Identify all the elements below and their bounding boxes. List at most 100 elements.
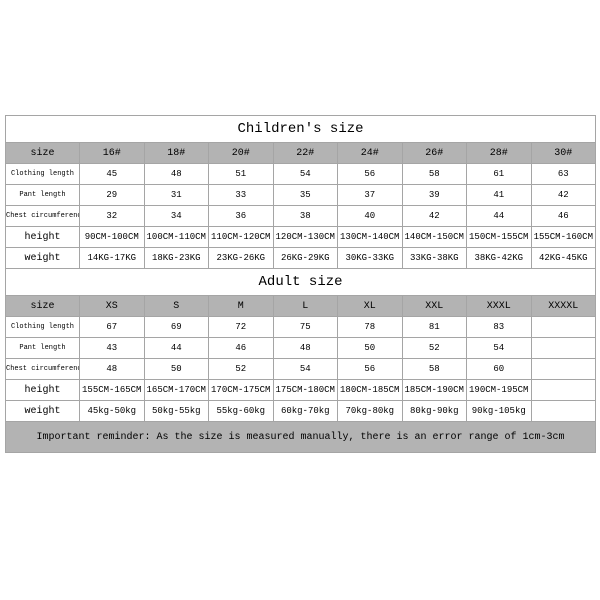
adult-cloth-4: 78 — [338, 317, 403, 338]
adult-cloth-2: 72 — [209, 317, 274, 338]
child-size-7: 30# — [531, 143, 596, 164]
adult-weight-0: 45kg-50kg — [80, 401, 145, 422]
child-chest-6: 44 — [467, 206, 532, 227]
adult-height-4: 180CM-185CM — [338, 380, 403, 401]
child-chest-1: 34 — [144, 206, 209, 227]
adult-chest-6: 60 — [467, 359, 532, 380]
row-label-height: height — [6, 227, 80, 248]
adult-chest-0: 48 — [80, 359, 145, 380]
child-chest-7: 46 — [531, 206, 596, 227]
adult-chest-7 — [531, 359, 596, 380]
row-label-pant: Pant length — [6, 185, 80, 206]
row-label-weight: weight — [6, 248, 80, 269]
child-weight-2: 23KG-26KG — [209, 248, 274, 269]
adult-cloth-5: 81 — [402, 317, 467, 338]
adult-size-5: XXL — [402, 296, 467, 317]
row-label-height-adult: height — [6, 380, 80, 401]
child-size-1: 18# — [144, 143, 209, 164]
adult-cloth-6: 83 — [467, 317, 532, 338]
adult-pant-6: 54 — [467, 338, 532, 359]
adult-cloth-3: 75 — [273, 317, 338, 338]
adult-weight-6: 90kg-105kg — [467, 401, 532, 422]
child-height-0: 90CM-100CM — [80, 227, 145, 248]
row-label-pant-adult: Pant length — [6, 338, 80, 359]
child-size-3: 22# — [273, 143, 338, 164]
adult-size-7: XXXXL — [531, 296, 596, 317]
child-cloth-4: 56 — [338, 164, 403, 185]
adult-size-4: XL — [338, 296, 403, 317]
adult-pant-0: 43 — [80, 338, 145, 359]
child-weight-6: 38KG-42KG — [467, 248, 532, 269]
child-weight-0: 14KG-17KG — [80, 248, 145, 269]
row-label-chest-adult: Chest circumference 1/2 — [6, 359, 80, 380]
adult-cloth-7 — [531, 317, 596, 338]
row-label-clothing: Clothing length — [6, 164, 80, 185]
adult-title: Adult size — [6, 269, 596, 296]
child-pant-6: 41 — [467, 185, 532, 206]
reminder-text: Important reminder: As the size is measu… — [6, 422, 596, 453]
adult-size-1: S — [144, 296, 209, 317]
child-cloth-0: 45 — [80, 164, 145, 185]
child-pant-5: 39 — [402, 185, 467, 206]
adult-height-5: 185CM-190CM — [402, 380, 467, 401]
child-chest-4: 40 — [338, 206, 403, 227]
adult-pant-5: 52 — [402, 338, 467, 359]
child-size-6: 28# — [467, 143, 532, 164]
row-label-weight-adult: weight — [6, 401, 80, 422]
child-weight-3: 26KG-29KG — [273, 248, 338, 269]
child-weight-4: 30KG-33KG — [338, 248, 403, 269]
row-label-size-adult: size — [6, 296, 80, 317]
child-height-7: 155CM-160CM — [531, 227, 596, 248]
row-label-clothing-adult: Clothing length — [6, 317, 80, 338]
child-chest-2: 36 — [209, 206, 274, 227]
child-size-2: 20# — [209, 143, 274, 164]
adult-height-1: 165CM-170CM — [144, 380, 209, 401]
adult-weight-4: 70kg-80kg — [338, 401, 403, 422]
child-pant-2: 33 — [209, 185, 274, 206]
adult-size-3: L — [273, 296, 338, 317]
adult-height-7 — [531, 380, 596, 401]
children-title: Children's size — [6, 116, 596, 143]
adult-weight-3: 60kg-70kg — [273, 401, 338, 422]
child-weight-1: 18KG-23KG — [144, 248, 209, 269]
child-size-0: 16# — [80, 143, 145, 164]
child-pant-1: 31 — [144, 185, 209, 206]
adult-weight-7 — [531, 401, 596, 422]
adult-chest-1: 50 — [144, 359, 209, 380]
child-cloth-7: 63 — [531, 164, 596, 185]
child-pant-3: 35 — [273, 185, 338, 206]
adult-pant-2: 46 — [209, 338, 274, 359]
adult-pant-7 — [531, 338, 596, 359]
adult-height-2: 170CM-175CM — [209, 380, 274, 401]
child-height-3: 120CM-130CM — [273, 227, 338, 248]
adult-pant-1: 44 — [144, 338, 209, 359]
adult-size-0: XS — [80, 296, 145, 317]
child-pant-7: 42 — [531, 185, 596, 206]
adult-size-6: XXXL — [467, 296, 532, 317]
adult-chest-5: 58 — [402, 359, 467, 380]
child-cloth-5: 58 — [402, 164, 467, 185]
adult-cloth-0: 67 — [80, 317, 145, 338]
child-height-4: 130CM-140CM — [338, 227, 403, 248]
adult-height-0: 155CM-165CM — [80, 380, 145, 401]
adult-pant-4: 50 — [338, 338, 403, 359]
size-chart-table: Children's size size 16# 18# 20# 22# 24#… — [5, 115, 596, 453]
row-label-size: size — [6, 143, 80, 164]
child-height-5: 140CM-150CM — [402, 227, 467, 248]
child-cloth-3: 54 — [273, 164, 338, 185]
adult-height-3: 175CM-180CM — [273, 380, 338, 401]
child-height-2: 110CM-120CM — [209, 227, 274, 248]
adult-height-6: 190CM-195CM — [467, 380, 532, 401]
child-cloth-6: 61 — [467, 164, 532, 185]
child-chest-3: 38 — [273, 206, 338, 227]
adult-weight-5: 80kg-90kg — [402, 401, 467, 422]
adult-chest-3: 54 — [273, 359, 338, 380]
child-size-5: 26# — [402, 143, 467, 164]
child-height-6: 150CM-155CM — [467, 227, 532, 248]
child-weight-5: 33KG-38KG — [402, 248, 467, 269]
adult-weight-1: 50kg-55kg — [144, 401, 209, 422]
child-pant-4: 37 — [338, 185, 403, 206]
adult-weight-2: 55kg-60kg — [209, 401, 274, 422]
adult-pant-3: 48 — [273, 338, 338, 359]
child-size-4: 24# — [338, 143, 403, 164]
